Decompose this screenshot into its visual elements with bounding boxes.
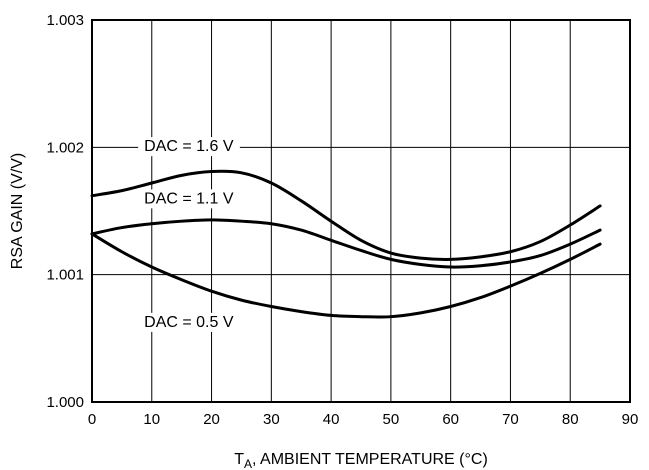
x-tick-label: 50 <box>383 411 400 428</box>
y-tick-labels: 1.000 1.001 1.002 1.003 <box>46 12 84 411</box>
y-tick-label: 1.003 <box>46 12 84 29</box>
y-tick-label: 1.002 <box>46 139 84 156</box>
x-tick-label: 60 <box>442 411 459 428</box>
x-axis-title: TA, AMBIENT TEMPERATURE (°C) <box>234 451 488 470</box>
x-tick-labels: 0 10 20 30 40 50 60 70 80 90 <box>88 411 639 428</box>
x-tick-label: 70 <box>502 411 519 428</box>
plot-area <box>92 20 630 402</box>
x-tick-label: 30 <box>263 411 280 428</box>
x-tick-label: 40 <box>323 411 340 428</box>
series-line-dac-1-6v <box>90 169 602 261</box>
x-tick-label: 80 <box>562 411 579 428</box>
y-axis-title: RSA GAIN (V/V) <box>9 153 26 269</box>
x-tick-label: 20 <box>203 411 220 428</box>
plot-frame <box>91 19 631 403</box>
x-tick-label: 90 <box>622 411 639 428</box>
x-tick-label: 0 <box>88 411 96 428</box>
series-line-dac-0-5v <box>90 232 602 319</box>
series-label-background <box>138 312 240 332</box>
x-tick-label: 10 <box>143 411 160 428</box>
series-label-dac-1-1v: DAC = 1.1 V <box>144 190 234 207</box>
series-labels: DAC = 1.6 V DAC = 1.1 V DAC = 0.5 V <box>138 137 240 332</box>
series-label-dac-1-6v: DAC = 1.6 V <box>144 138 234 155</box>
y-tick-label: 1.000 <box>46 394 84 411</box>
series-label-background <box>138 137 240 157</box>
series-label-background <box>138 189 240 209</box>
series-line-dac-1-1v <box>90 218 602 269</box>
series-label-dac-0-5v: DAC = 0.5 V <box>144 314 234 331</box>
y-tick-label: 1.001 <box>46 267 84 284</box>
series-group <box>90 169 602 319</box>
